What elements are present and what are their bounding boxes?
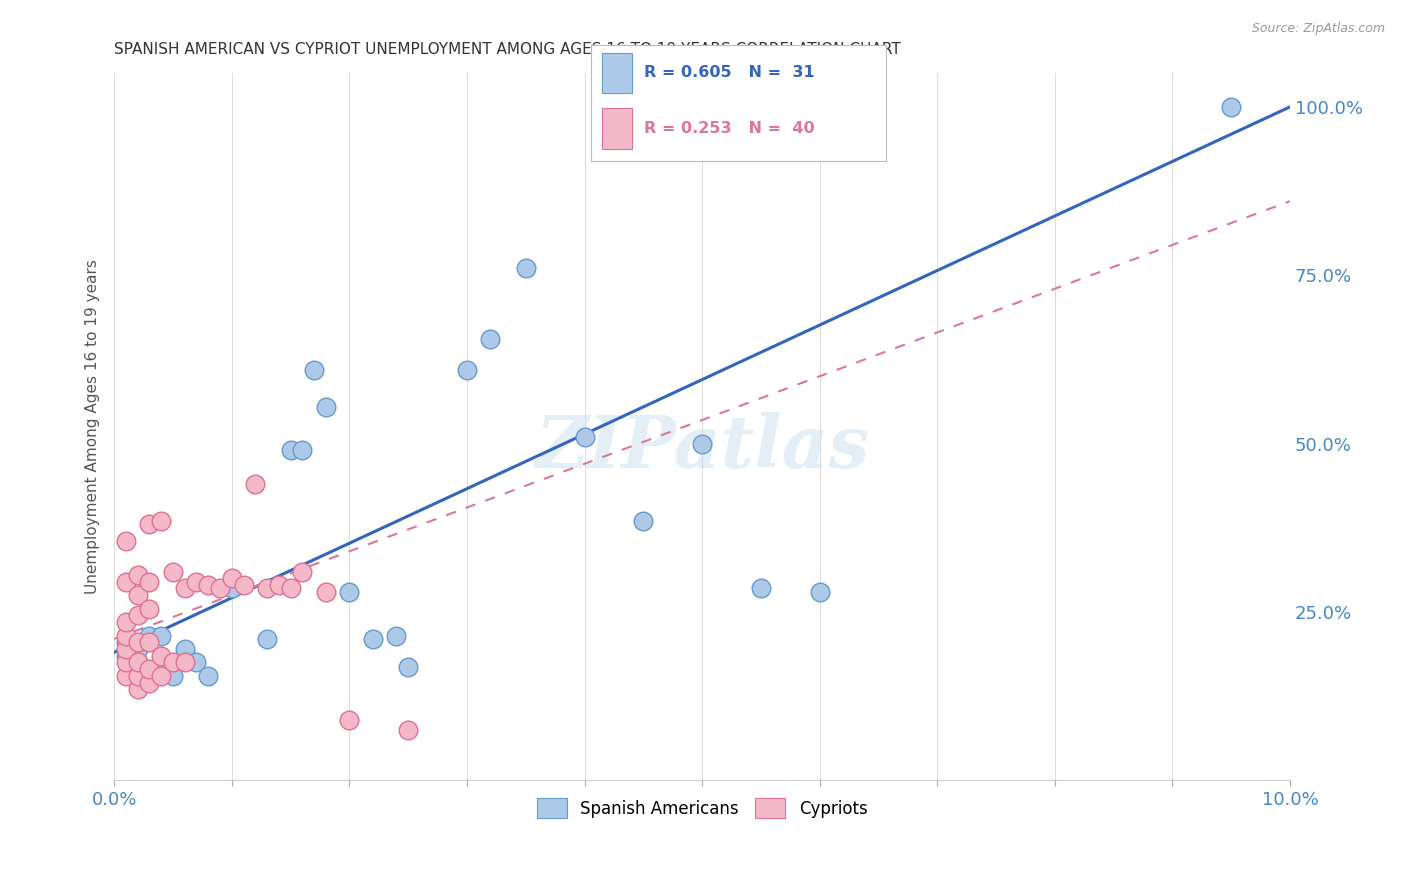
Point [138,675,160,690]
Point [256,632,278,646]
Point [186,656,208,670]
Point [150,669,173,683]
Point [197,669,219,683]
Point [115,534,138,549]
Text: R = 0.253   N =  40: R = 0.253 N = 40 [644,120,814,136]
Point [245,477,267,491]
Point [115,574,138,589]
Point [138,574,160,589]
Point [127,682,149,697]
Point [115,669,138,683]
Point [574,430,596,444]
Point [162,656,184,670]
Point [127,656,149,670]
Point [138,635,160,649]
Point [256,582,278,596]
Point [127,656,149,670]
Point [280,443,302,458]
Point [197,578,219,592]
Point [396,723,419,737]
Legend: Spanish Americans, Cypriots: Spanish Americans, Cypriots [530,791,875,825]
Point [150,514,173,528]
Point [633,514,655,528]
Point [150,658,173,673]
Point [456,362,478,376]
Point [115,628,138,642]
Point [162,669,184,683]
Point [115,635,138,649]
Point [150,628,173,642]
Point [208,582,231,596]
Point [267,578,290,592]
Point [337,584,360,599]
Point [115,656,138,670]
Point [173,582,195,596]
Point [221,582,243,596]
Text: R = 0.605   N =  31: R = 0.605 N = 31 [644,65,814,80]
Point [138,673,160,687]
Point [127,608,149,623]
Text: ZIPatlas: ZIPatlas [536,412,869,483]
Point [173,656,195,670]
Point [162,565,184,579]
Point [396,660,419,674]
Point [150,648,173,663]
Point [186,574,208,589]
Point [385,628,408,642]
Point [302,362,325,376]
Point [138,601,160,615]
Point [808,584,831,599]
Point [280,582,302,596]
Point [232,578,254,592]
Point [291,443,314,458]
Point [115,648,138,663]
Point [1220,100,1243,114]
Point [127,588,149,602]
Y-axis label: Unemployment Among Ages 16 to 19 years: Unemployment Among Ages 16 to 19 years [86,260,100,594]
Point [315,584,337,599]
Point [515,261,537,276]
Point [138,517,160,532]
Point [749,582,772,596]
Point [127,635,149,649]
Point [115,642,138,657]
Bar [602,53,631,94]
Point [138,662,160,676]
Point [291,565,314,579]
Point [479,332,502,346]
Bar [602,109,631,149]
Point [115,615,138,629]
Point [337,713,360,727]
Point [173,642,195,657]
Text: Source: ZipAtlas.com: Source: ZipAtlas.com [1251,22,1385,36]
Text: SPANISH AMERICAN VS CYPRIOT UNEMPLOYMENT AMONG AGES 16 TO 19 YEARS CORRELATION C: SPANISH AMERICAN VS CYPRIOT UNEMPLOYMENT… [114,42,901,57]
Point [127,642,149,657]
Point [127,568,149,582]
Point [221,571,243,585]
Point [127,669,149,683]
Point [690,436,713,450]
Point [361,632,384,646]
Point [138,628,160,642]
Point [315,400,337,414]
